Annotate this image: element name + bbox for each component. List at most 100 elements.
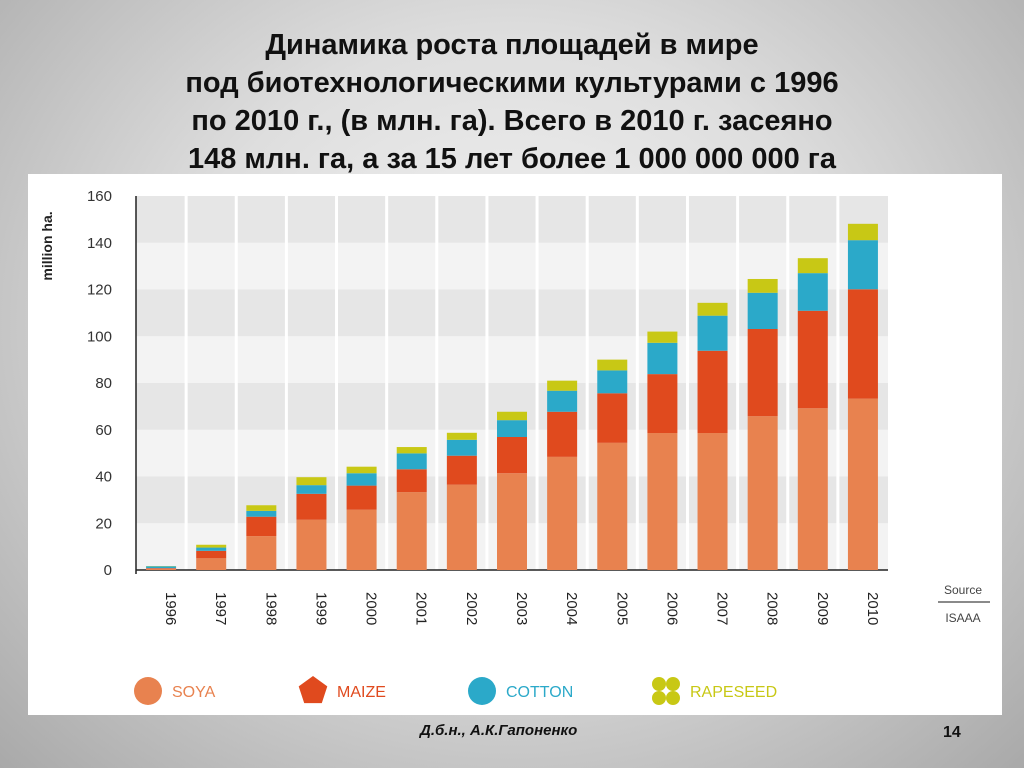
legend-swatch-cotton-icon <box>468 677 496 705</box>
x-tick-label: 2006 <box>663 592 680 625</box>
bar-rapeseed <box>547 380 578 391</box>
y-tick-label: 60 <box>95 422 112 439</box>
bar-rapeseed <box>296 477 327 486</box>
legend-swatch-rapeseed-icon <box>652 677 666 691</box>
source-value: ISAAA <box>945 611 980 625</box>
legend-swatch-rapeseed-icon <box>652 691 666 705</box>
bar-maize <box>797 310 828 409</box>
x-tick-label: 1996 <box>162 592 179 625</box>
x-tick-label: 1999 <box>312 592 329 625</box>
bar-rapeseed <box>847 223 878 241</box>
bar-maize <box>597 393 628 443</box>
bar-rapeseed <box>396 447 427 454</box>
bar-rapeseed <box>446 432 477 440</box>
bar-soya <box>547 456 578 570</box>
x-tick-label: 2002 <box>463 592 480 625</box>
bar-soya <box>446 484 477 570</box>
slide-title: Динамика роста площадей в мире под биоте… <box>60 26 964 178</box>
bar-maize <box>396 469 427 493</box>
bar-cotton <box>747 292 778 330</box>
bar-soya <box>246 536 277 570</box>
bar-maize <box>446 455 477 485</box>
y-tick-label: 140 <box>87 235 112 252</box>
y-tick-label: 20 <box>95 515 112 532</box>
y-tick-label: 100 <box>87 328 112 345</box>
bar-cotton <box>847 240 878 290</box>
bar-rapeseed <box>747 278 778 293</box>
bar-soya <box>597 442 628 570</box>
bar-maize <box>847 289 878 399</box>
bar-cotton <box>697 315 728 351</box>
bar-soya <box>497 473 527 570</box>
x-tick-label: 2008 <box>764 592 781 625</box>
legend-label-rapeseed: RAPESEED <box>690 684 777 701</box>
x-tick-label: 2001 <box>413 592 430 625</box>
legend-swatch-rapeseed-icon <box>666 677 680 691</box>
y-tick-label: 120 <box>87 282 112 299</box>
title-line: 148 млн. га, а за 15 лет более 1 000 000… <box>187 143 836 175</box>
bar-soya <box>196 558 227 570</box>
bar-soya <box>296 519 327 570</box>
bar-rapeseed <box>497 411 527 421</box>
y-tick-label: 0 <box>104 562 112 579</box>
title-line: под биотехнологическими культурами с 199… <box>185 67 839 99</box>
source-label: Source <box>944 583 982 597</box>
bar-rapeseed <box>246 505 277 511</box>
legend-swatch-maize-icon <box>298 676 328 704</box>
x-tick-label: 2005 <box>613 592 630 625</box>
bar-maize <box>747 329 778 417</box>
bar-maize <box>547 411 578 457</box>
x-tick-label: 2009 <box>814 592 831 625</box>
legend-swatch-rapeseed-icon <box>666 691 680 705</box>
legend-swatch-soya-icon <box>134 677 162 705</box>
bar-cotton <box>797 273 828 311</box>
bar-cotton <box>547 390 578 412</box>
bar-cotton <box>296 485 327 494</box>
bar-cotton <box>396 453 427 470</box>
bar-soya <box>396 492 427 570</box>
bar-rapeseed <box>647 331 678 343</box>
bar-rapeseed <box>797 258 828 274</box>
bar-maize <box>246 516 277 537</box>
x-tick-label: 2010 <box>864 592 881 625</box>
bar-cotton <box>597 370 628 394</box>
y-axis-label: million ha. <box>39 211 55 280</box>
bar-maize <box>647 374 678 434</box>
bar-cotton <box>647 342 678 375</box>
bar-cotton <box>346 473 377 486</box>
x-tick-label: 2000 <box>363 592 380 625</box>
bar-rapeseed <box>196 544 227 548</box>
bar-maize <box>196 550 227 559</box>
bar-soya <box>146 568 177 570</box>
page-number: 14 <box>943 724 961 741</box>
grid-band <box>136 196 888 243</box>
bar-cotton <box>196 547 227 551</box>
footer-author: Д.б.н., А.К.Гапоненко <box>420 722 578 739</box>
chart-panel: 0 20 40 60 80 100 120 140 160 million ha. 1996 1997… <box>28 174 1002 715</box>
x-tick-label: 2004 <box>563 592 580 625</box>
y-tick-label: 40 <box>95 469 112 486</box>
y-tick-label: 160 <box>87 188 112 205</box>
bar-maize <box>497 436 527 474</box>
legend-label-cotton: COTTON <box>506 684 573 701</box>
bar-cotton <box>146 566 177 569</box>
bar-maize <box>697 350 728 434</box>
bar-maize <box>346 485 377 510</box>
x-tick-label: 2003 <box>513 592 530 625</box>
legend-label-maize: MAIZE <box>337 684 386 701</box>
bar-soya <box>747 416 778 570</box>
bar-soya <box>346 509 377 570</box>
bar-maize <box>296 493 327 520</box>
bar-rapeseed <box>697 302 728 316</box>
legend-label-soya: SOYA <box>172 684 216 701</box>
bar-soya <box>647 433 678 570</box>
y-tick-label: 80 <box>95 375 112 392</box>
bar-maize <box>146 568 177 569</box>
bar-cotton <box>497 420 527 437</box>
title-line: по 2010 г., (в млн. га). Всего в 2010 г.… <box>191 105 833 137</box>
x-tick-label: 2007 <box>714 592 731 625</box>
bar-soya <box>697 433 728 570</box>
bar-rapeseed <box>597 359 628 371</box>
bar-cotton <box>246 510 277 517</box>
bar-rapeseed <box>346 466 377 474</box>
